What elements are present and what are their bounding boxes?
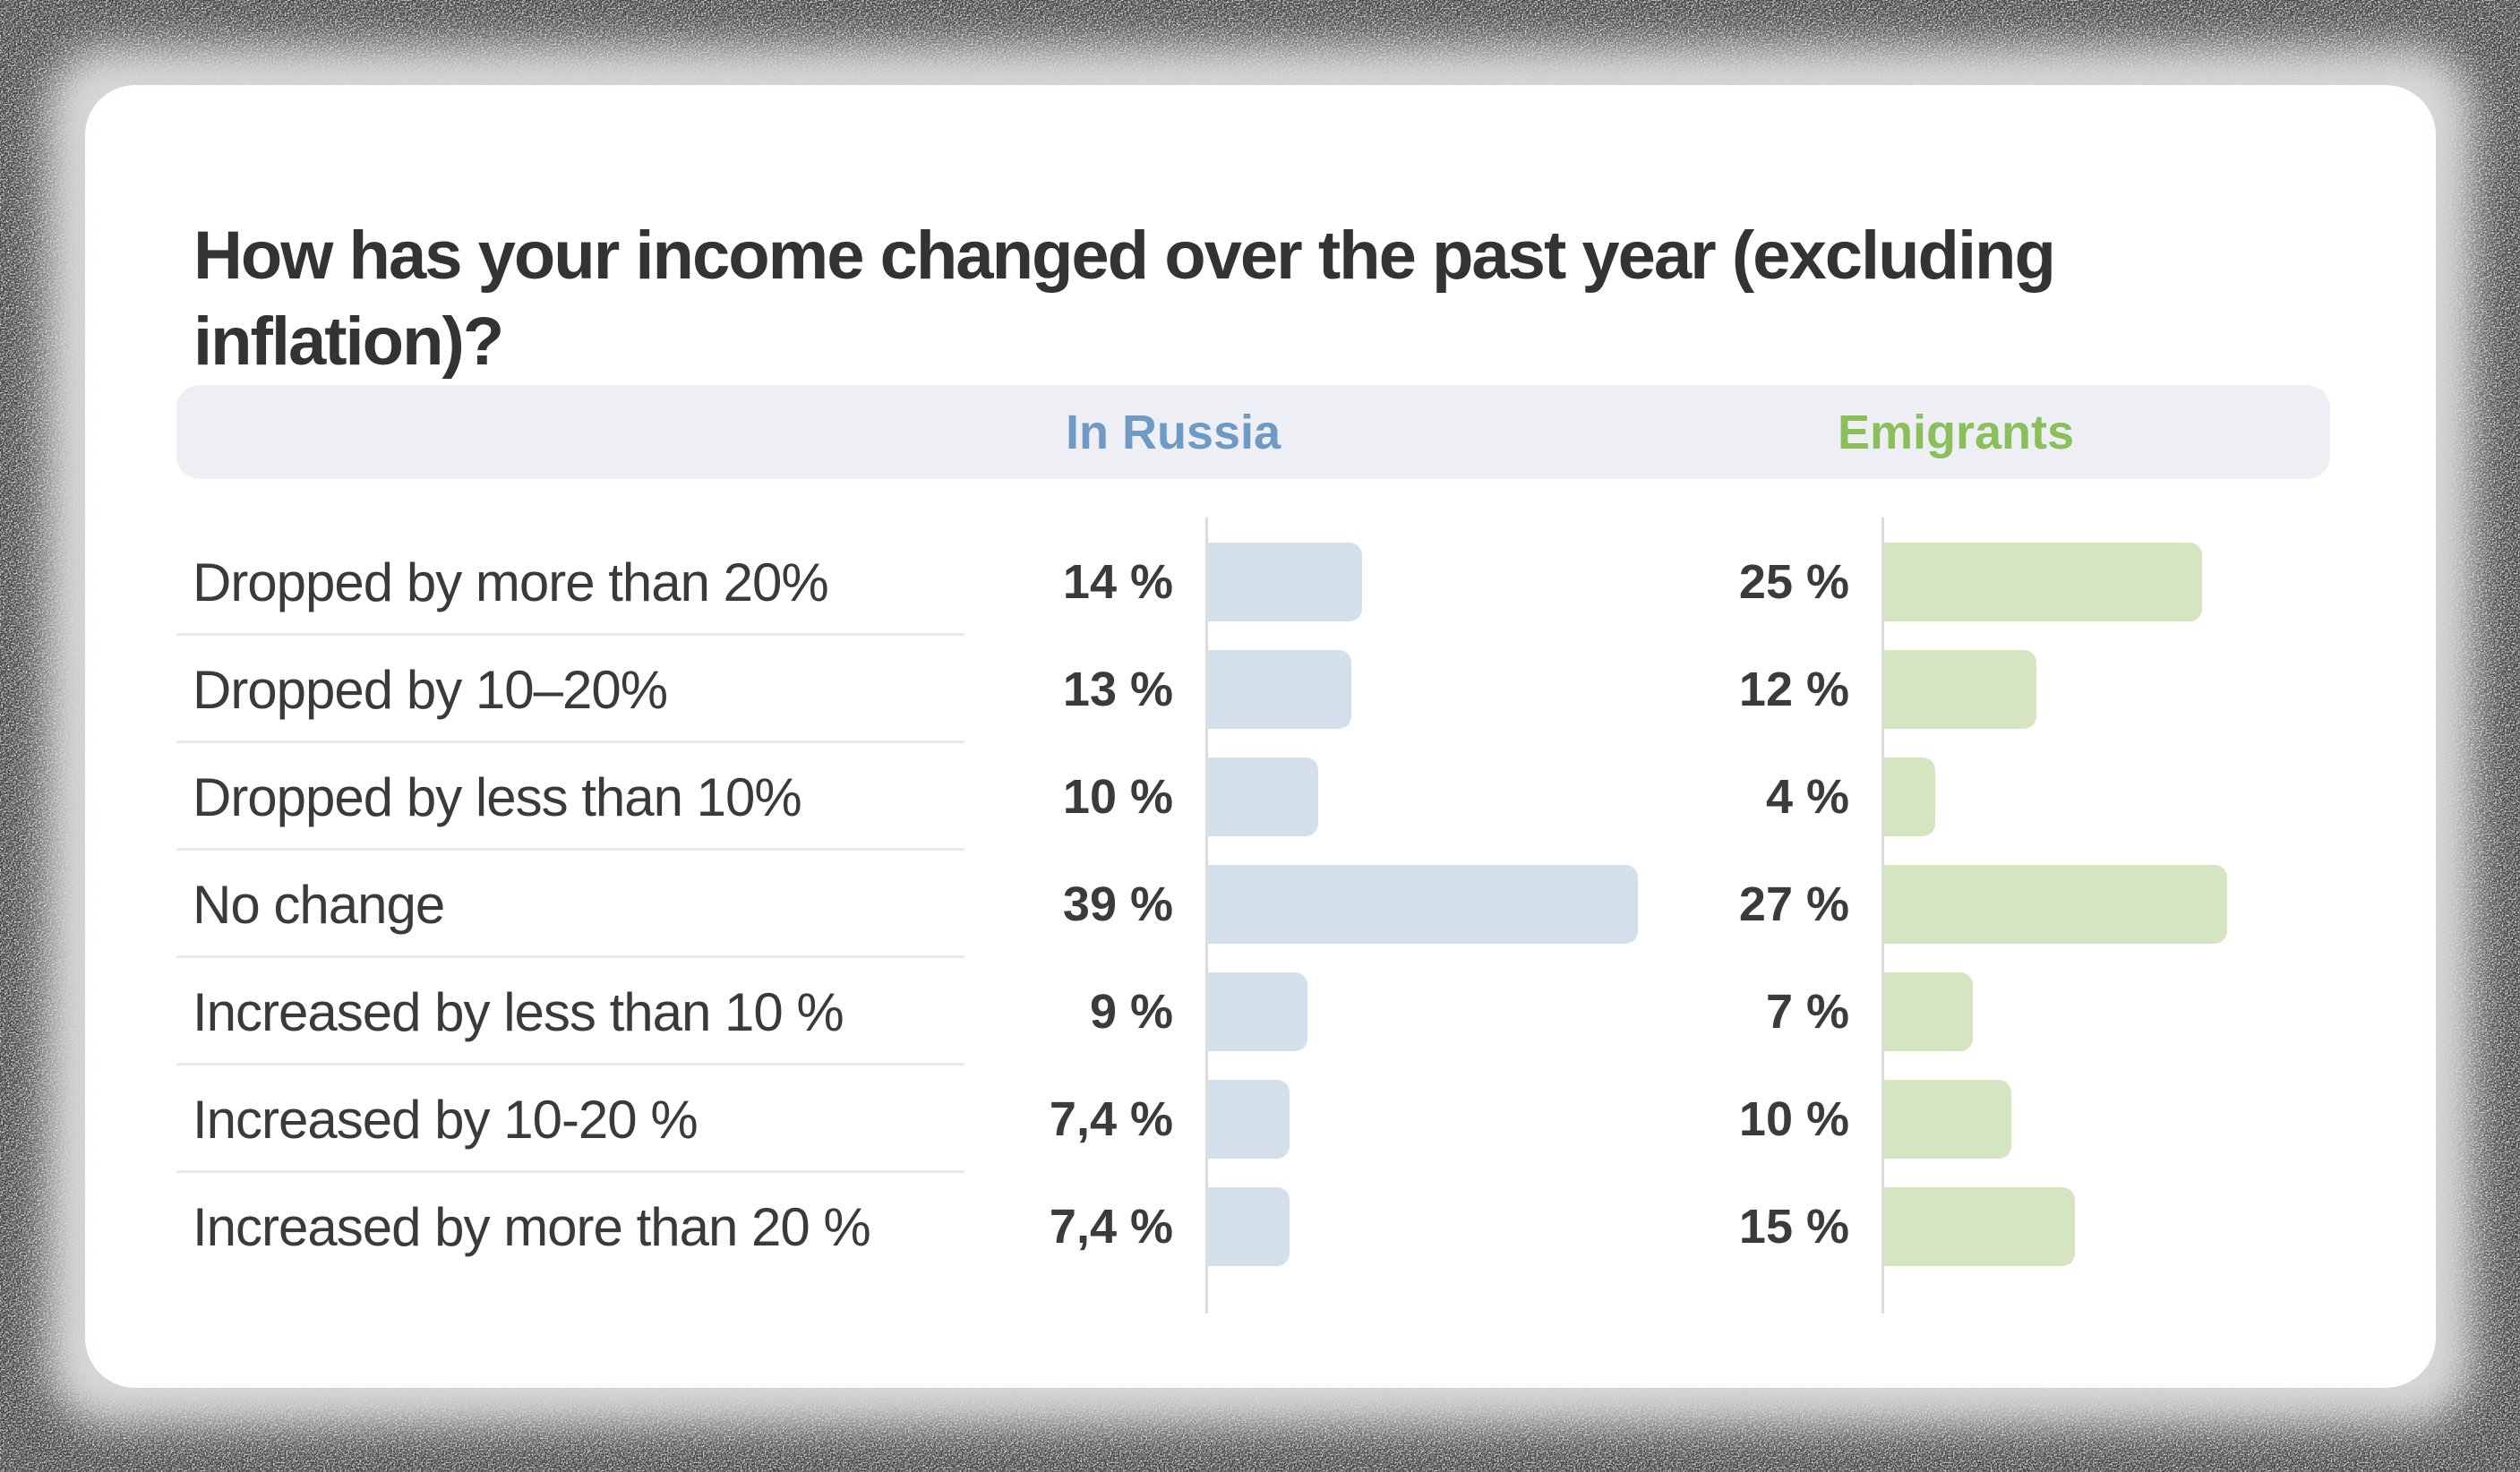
russia-value: 9 % [1089, 985, 1173, 1039]
table-row: Dropped by less than 10% 10 % 4 % [85, 743, 2436, 851]
emigrants-value: 4 % [1765, 770, 1849, 824]
legend-label-emigrants: Emigrants [1837, 406, 2075, 459]
russia-bar [1208, 543, 1362, 621]
table-row: Dropped by more than 20% 14 % 25 % [85, 528, 2436, 636]
russia-value: 13 % [1062, 663, 1173, 716]
emigrants-value: 7 % [1765, 985, 1849, 1039]
table-row: Increased by more than 20 % 7,4 % 15 % [85, 1173, 2436, 1280]
table-row: Dropped by 10–20% 13 % 12 % [85, 636, 2436, 743]
category-label: Increased by 10-20 % [193, 1090, 699, 1150]
russia-value: 7,4 % [1049, 1200, 1173, 1254]
table-row: No change 39 % 27 % [85, 851, 2436, 958]
russia-bar [1208, 1080, 1290, 1159]
category-label: Dropped by 10–20% [193, 660, 668, 720]
category-label: No change [193, 875, 445, 935]
russia-bar [1208, 757, 1318, 836]
table-row: Increased by less than 10 % 9 % 7 % [85, 958, 2436, 1065]
russia-bar [1208, 1187, 1290, 1266]
russia-bar [1208, 650, 1351, 729]
table-row: Increased by 10-20 % 7,4 % 10 % [85, 1065, 2436, 1173]
chart-card: How has your income changed over the pas… [85, 85, 2436, 1388]
russia-value: 14 % [1062, 555, 1173, 609]
emigrants-bar [1884, 865, 2227, 944]
chart-rows: Dropped by more than 20% 14 % 25 % Dropp… [85, 528, 2436, 1280]
category-label: Increased by more than 20 % [193, 1197, 871, 1257]
russia-value: 7,4 % [1049, 1092, 1173, 1146]
emigrants-bar [1884, 1187, 2075, 1266]
page-title: How has your income changed over the pas… [193, 217, 2056, 380]
russia-bar [1208, 972, 1307, 1051]
emigrants-value: 12 % [1738, 663, 1849, 716]
emigrants-value: 27 % [1738, 877, 1849, 931]
emigrants-value: 15 % [1738, 1200, 1849, 1254]
emigrants-value: 25 % [1738, 555, 1849, 609]
emigrants-bar [1884, 650, 2036, 729]
emigrants-value: 10 % [1738, 1092, 1849, 1146]
category-label: Dropped by less than 10% [193, 767, 802, 827]
emigrants-bar [1884, 543, 2202, 621]
category-label: Increased by less than 10 % [193, 982, 844, 1042]
legend-band: In Russia Emigrants [176, 385, 2330, 479]
emigrants-bar [1884, 757, 1935, 836]
russia-value: 39 % [1062, 877, 1173, 931]
emigrants-bar [1884, 972, 1973, 1051]
russia-bar [1208, 865, 1638, 944]
legend-label-in-russia: In Russia [1065, 406, 1281, 459]
emigrants-bar [1884, 1080, 2011, 1159]
category-label: Dropped by more than 20% [193, 552, 829, 612]
russia-value: 10 % [1062, 770, 1173, 824]
